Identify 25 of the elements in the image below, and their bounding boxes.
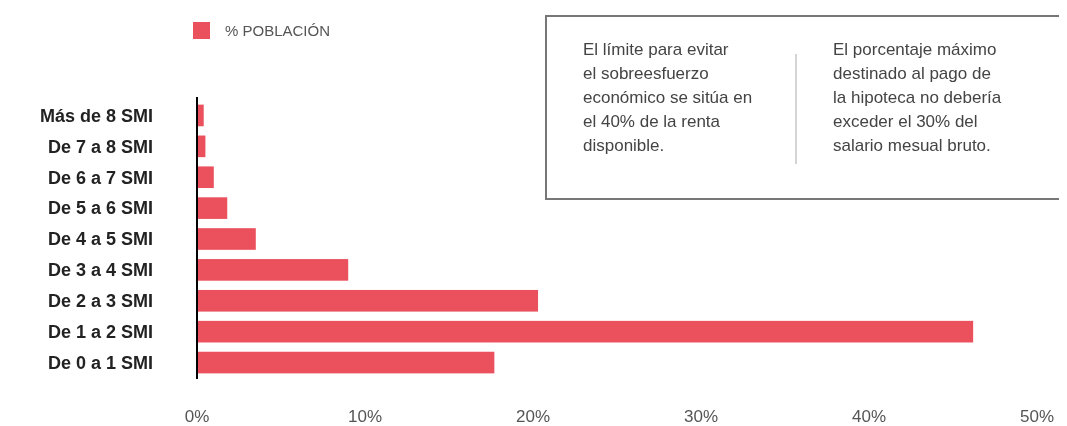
y-tick-label: De 1 a 2 SMI xyxy=(47,321,153,342)
y-tick-label: De 7 a 8 SMI xyxy=(47,136,153,157)
x-tick-label: 0% xyxy=(184,407,210,426)
y-tick-label: De 0 a 1 SMI xyxy=(47,352,153,373)
y-tick-label: De 3 a 4 SMI xyxy=(47,260,153,281)
x-tick-label: 30% xyxy=(683,407,719,426)
bar xyxy=(197,351,495,374)
y-tick-label: De 4 a 5 SMI xyxy=(47,229,153,250)
bar xyxy=(197,197,228,219)
x-tick-label: 40% xyxy=(851,407,887,426)
y-tick-label: De 2 a 3 SMI xyxy=(47,291,153,312)
annotation: El límite para evitar el sobreesfuerzo económico se sitúa en el 40% de la renta disponible. xyxy=(583,40,753,155)
annotation: El porcentaje máximo destinado al pago de la hipoteca no debería exceder el 30% del salario mesual bruto. xyxy=(833,40,1002,155)
bar xyxy=(197,228,256,250)
x-tick-label: 50% xyxy=(1019,407,1055,426)
x-tick-label: 20% xyxy=(515,407,551,426)
y-tick-label: De 6 a 7 SMI xyxy=(47,167,153,188)
legend-label: % POBLACIÓN xyxy=(225,22,331,40)
x-tick-label: 10% xyxy=(347,407,383,426)
y-tick-label: De 5 a 6 SMI xyxy=(47,198,153,219)
bar xyxy=(197,289,539,312)
bar xyxy=(197,320,974,343)
y-tick-label: Más de 8 SMI xyxy=(39,105,153,126)
bar xyxy=(197,166,214,189)
bar xyxy=(197,259,349,281)
